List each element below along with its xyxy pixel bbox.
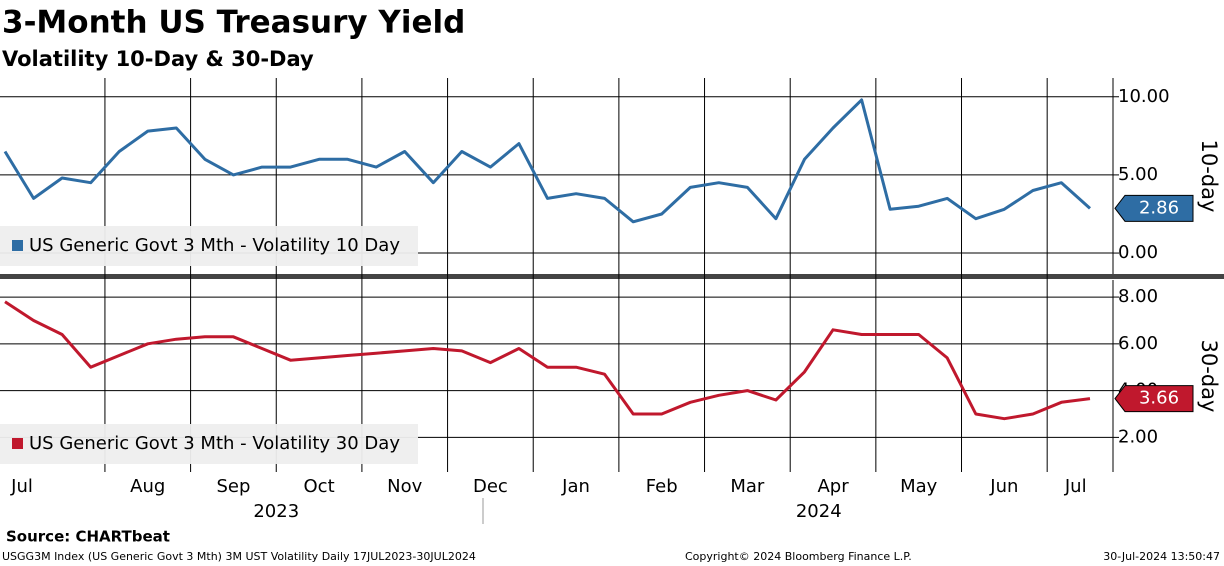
y-tick-label: 8.00 [1118, 286, 1158, 307]
y-axis-label: 30-day [1197, 340, 1221, 413]
panel-divider [0, 274, 1224, 279]
x-group-label: 2024 [796, 501, 842, 522]
x-tick-label: May [900, 476, 938, 497]
legend-swatch [12, 438, 23, 449]
last-value-badge [1114, 194, 1194, 222]
x-group-label: 2023 [253, 501, 299, 522]
x-tick-label: Mar [730, 476, 765, 497]
last-value-label: 2.86 [1139, 197, 1179, 218]
legend-label: US Generic Govt 3 Mth - Volatility 30 Da… [29, 433, 400, 454]
series-line [3, 98, 1092, 224]
y-tick-label: 6.00 [1118, 333, 1158, 354]
x-tick-label: Nov [387, 476, 422, 497]
legend-box [0, 424, 418, 464]
source: Source: CHARTbeat [6, 528, 170, 546]
y-axis-label: 10-day [1197, 140, 1221, 213]
timestamp: 30-Jul-2024 13:50:47 [1103, 550, 1220, 563]
x-tick-label: Apr [817, 476, 849, 497]
legend-label: US Generic Govt 3 Mth - Volatility 10 Da… [29, 235, 400, 256]
y-tick-label: 5.00 [1118, 164, 1158, 185]
x-tick-label: Oct [304, 476, 335, 497]
x-tick-label: Jul [1064, 476, 1087, 497]
x-tick-label: Jan [561, 476, 590, 497]
x-tick-label: Jun [989, 476, 1018, 497]
chart-subtitle: Volatility 10-Day & 30-Day [2, 47, 314, 71]
series-line [4, 300, 1091, 421]
copyright: Copyright© 2024 Bloomberg Finance L.P. [685, 550, 912, 563]
y-tick-label: 2.00 [1118, 426, 1158, 447]
footer-description: USGG3M Index (US Generic Govt 3 Mth) 3M … [2, 550, 476, 563]
x-tick-label: Feb [646, 476, 678, 497]
x-tick-label: Dec [473, 476, 508, 497]
legend-box [0, 226, 418, 266]
y-tick-label: 10.00 [1118, 86, 1170, 107]
y-tick-label: 0.00 [1118, 242, 1158, 263]
last-value-badge [1114, 385, 1194, 413]
x-tick-label: Aug [130, 476, 165, 497]
x-tick-label: Jul [10, 476, 33, 497]
legend-swatch [12, 240, 23, 251]
chart-title: 3-Month US Treasury Yield [2, 5, 465, 41]
x-tick-label: Sep [216, 476, 250, 497]
last-value-label: 3.66 [1139, 388, 1179, 409]
